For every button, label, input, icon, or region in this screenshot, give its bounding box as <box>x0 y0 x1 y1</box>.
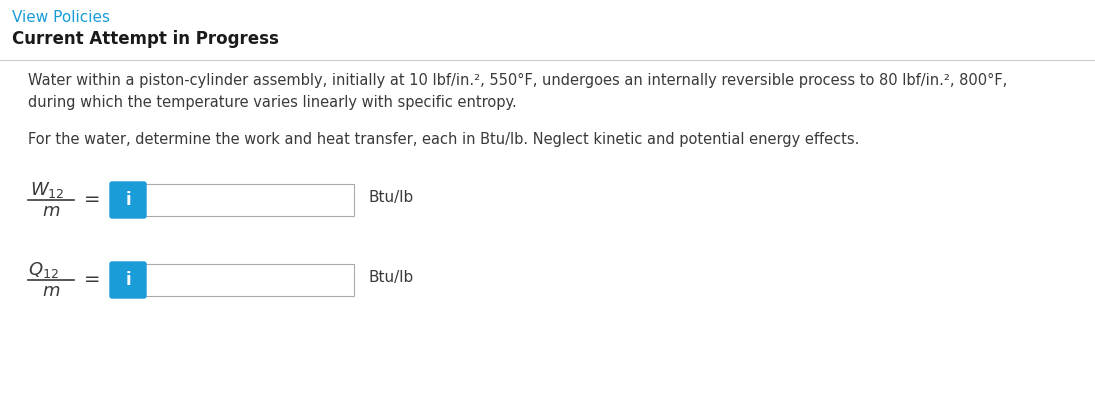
Text: For the water, determine the work and heat transfer, each in Btu/lb. Neglect kin: For the water, determine the work and he… <box>28 132 860 147</box>
Text: =: = <box>84 190 101 209</box>
Text: Current Attempt in Progress: Current Attempt in Progress <box>12 30 279 48</box>
Text: $m$: $m$ <box>42 202 60 220</box>
Text: =: = <box>84 270 101 289</box>
Text: $W_{12}$: $W_{12}$ <box>30 180 65 200</box>
Text: $Q_{12}$: $Q_{12}$ <box>28 260 59 280</box>
Text: $m$: $m$ <box>42 282 60 300</box>
FancyBboxPatch shape <box>145 264 354 296</box>
FancyBboxPatch shape <box>110 262 146 298</box>
Text: Btu/lb: Btu/lb <box>368 270 413 285</box>
Text: during which the temperature varies linearly with specific entropy.: during which the temperature varies line… <box>28 95 517 110</box>
Text: i: i <box>125 191 130 209</box>
Text: Btu/lb: Btu/lb <box>368 190 413 205</box>
Text: Water within a piston-cylinder assembly, initially at 10 lbf/in.², 550°F, underg: Water within a piston-cylinder assembly,… <box>28 73 1007 88</box>
FancyBboxPatch shape <box>110 182 146 218</box>
FancyBboxPatch shape <box>145 184 354 216</box>
Text: i: i <box>125 271 130 289</box>
Text: View Policies: View Policies <box>12 10 110 25</box>
